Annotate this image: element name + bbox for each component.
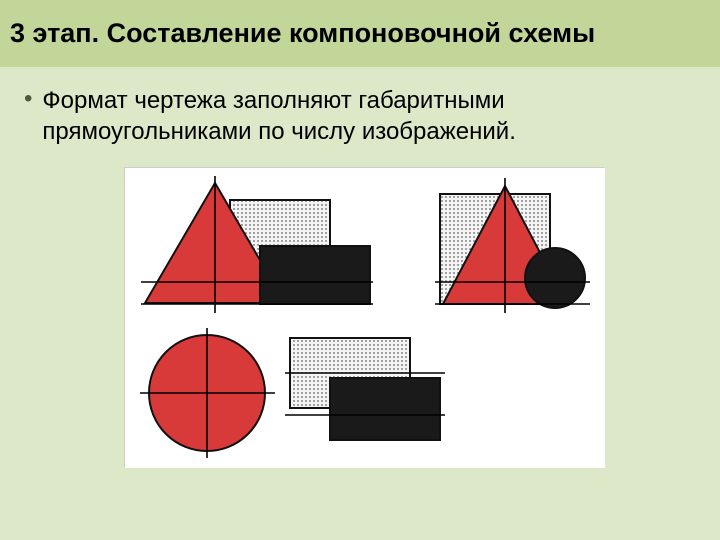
bullet-icon: •	[24, 85, 32, 114]
content-area: • Формат чертежа заполняют габаритными п…	[0, 67, 720, 467]
layout-diagram	[124, 167, 604, 467]
diagram-svg	[125, 168, 605, 468]
body-text: Формат чертежа заполняют габаритными пря…	[42, 85, 696, 147]
page-title: 3 этап. Составление компоновочной схемы	[10, 18, 710, 49]
title-bar: 3 этап. Составление компоновочной схемы	[0, 0, 720, 67]
bullet-item: • Формат чертежа заполняют габаритными п…	[24, 85, 696, 147]
